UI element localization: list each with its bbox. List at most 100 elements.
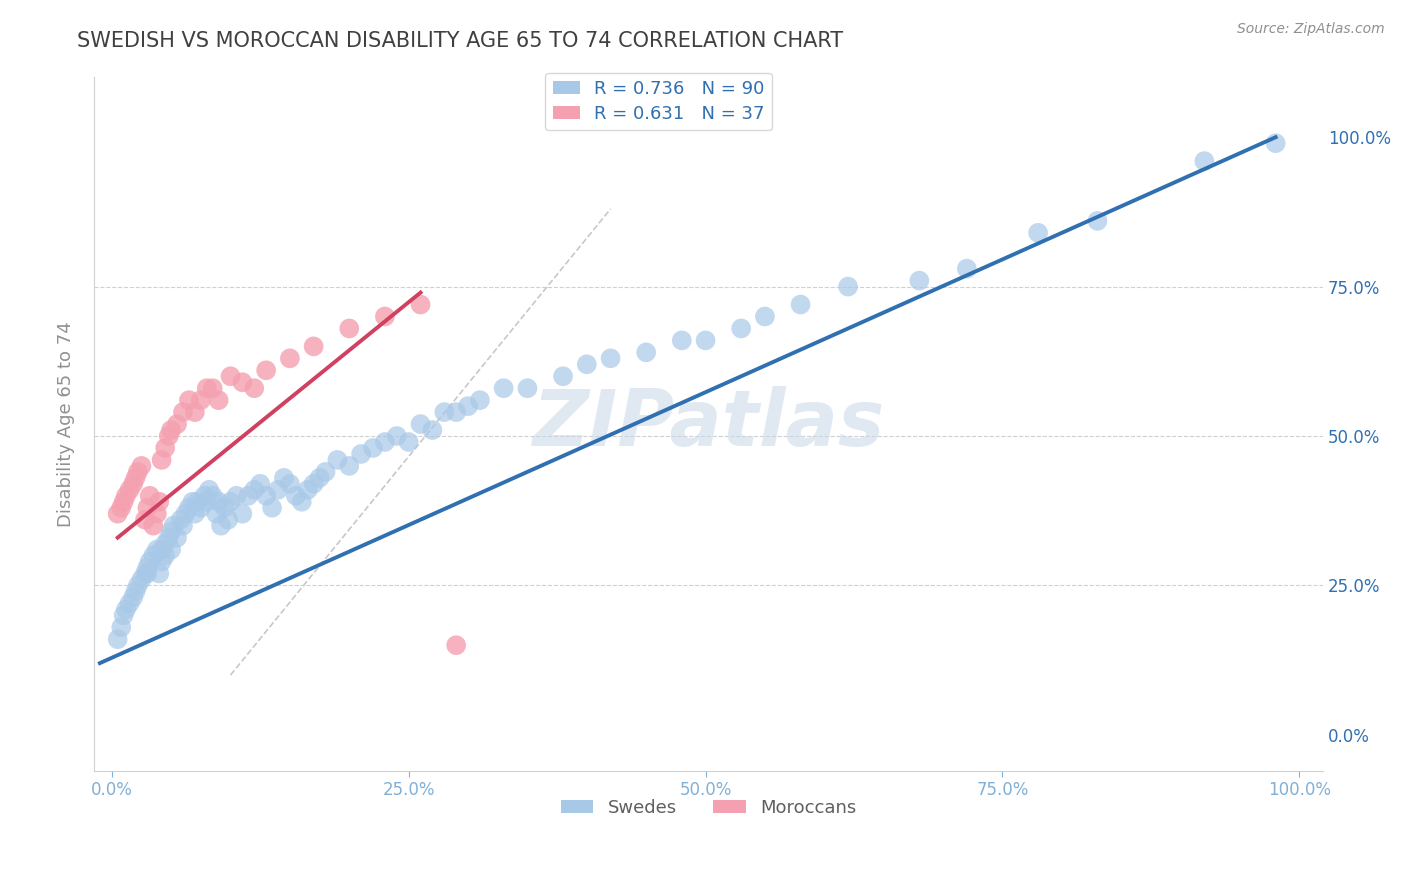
- Point: [444, 405, 467, 419]
- Point: [551, 369, 574, 384]
- Point: [1264, 136, 1286, 151]
- Legend: Swedes, Moroccans: Swedes, Moroccans: [554, 791, 863, 824]
- Point: [190, 500, 212, 515]
- Point: [146, 542, 169, 557]
- Point: [374, 435, 396, 450]
- Point: [150, 453, 173, 467]
- Point: [139, 555, 162, 569]
- Point: [599, 351, 621, 366]
- Point: [636, 345, 658, 359]
- Point: [225, 489, 247, 503]
- Point: [193, 489, 215, 503]
- Point: [308, 471, 330, 485]
- Point: [243, 483, 266, 497]
- Point: [201, 489, 224, 503]
- Point: [177, 393, 200, 408]
- Point: [516, 381, 538, 395]
- Point: [122, 591, 145, 605]
- Point: [124, 471, 146, 485]
- Point: [148, 495, 170, 509]
- Point: [136, 566, 159, 581]
- Point: [177, 500, 200, 515]
- Point: [181, 495, 204, 509]
- Point: [326, 453, 349, 467]
- Point: [231, 376, 253, 390]
- Point: [231, 507, 253, 521]
- Point: [302, 476, 325, 491]
- Point: [1087, 214, 1109, 228]
- Point: [350, 447, 373, 461]
- Point: [337, 458, 360, 473]
- Point: [127, 578, 149, 592]
- Point: [134, 566, 156, 581]
- Point: [157, 531, 180, 545]
- Point: [291, 495, 314, 509]
- Point: [169, 513, 191, 527]
- Point: [112, 495, 135, 509]
- Point: [219, 495, 242, 509]
- Point: [131, 458, 153, 473]
- Point: [409, 297, 432, 311]
- Y-axis label: Disability Age 65 to 74: Disability Age 65 to 74: [58, 321, 75, 527]
- Point: [302, 339, 325, 353]
- Point: [789, 297, 811, 311]
- Point: [695, 334, 717, 348]
- Point: [124, 584, 146, 599]
- Point: [243, 381, 266, 395]
- Point: [150, 555, 173, 569]
- Point: [284, 489, 307, 503]
- Point: [184, 507, 207, 521]
- Point: [267, 483, 290, 497]
- Point: [150, 542, 173, 557]
- Point: [190, 393, 212, 408]
- Text: Source: ZipAtlas.com: Source: ZipAtlas.com: [1237, 22, 1385, 37]
- Point: [444, 638, 467, 652]
- Point: [214, 500, 236, 515]
- Point: [134, 513, 156, 527]
- Point: [153, 549, 176, 563]
- Point: [409, 417, 432, 431]
- Point: [385, 429, 408, 443]
- Point: [754, 310, 776, 324]
- Point: [262, 500, 284, 515]
- Point: [1194, 154, 1216, 169]
- Point: [115, 489, 138, 503]
- Point: [219, 369, 242, 384]
- Point: [195, 381, 218, 395]
- Point: [671, 334, 693, 348]
- Point: [142, 549, 165, 563]
- Point: [160, 423, 183, 437]
- Point: [315, 465, 337, 479]
- Point: [148, 566, 170, 581]
- Point: [112, 608, 135, 623]
- Point: [1026, 226, 1049, 240]
- Point: [131, 573, 153, 587]
- Point: [166, 531, 188, 545]
- Point: [184, 405, 207, 419]
- Point: [110, 620, 132, 634]
- Point: [457, 399, 479, 413]
- Point: [468, 393, 491, 408]
- Text: ZIPatlas: ZIPatlas: [533, 386, 884, 462]
- Point: [118, 596, 141, 610]
- Point: [107, 507, 129, 521]
- Point: [398, 435, 420, 450]
- Point: [174, 507, 197, 521]
- Point: [157, 429, 180, 443]
- Point: [127, 465, 149, 479]
- Point: [198, 483, 221, 497]
- Point: [209, 518, 232, 533]
- Point: [201, 381, 224, 395]
- Point: [492, 381, 515, 395]
- Point: [575, 357, 598, 371]
- Point: [205, 507, 228, 521]
- Point: [217, 513, 239, 527]
- Point: [433, 405, 456, 419]
- Text: SWEDISH VS MOROCCAN DISABILITY AGE 65 TO 74 CORRELATION CHART: SWEDISH VS MOROCCAN DISABILITY AGE 65 TO…: [77, 31, 844, 51]
- Point: [122, 476, 145, 491]
- Point: [238, 489, 260, 503]
- Point: [254, 489, 277, 503]
- Point: [249, 476, 271, 491]
- Point: [837, 279, 859, 293]
- Point: [207, 393, 229, 408]
